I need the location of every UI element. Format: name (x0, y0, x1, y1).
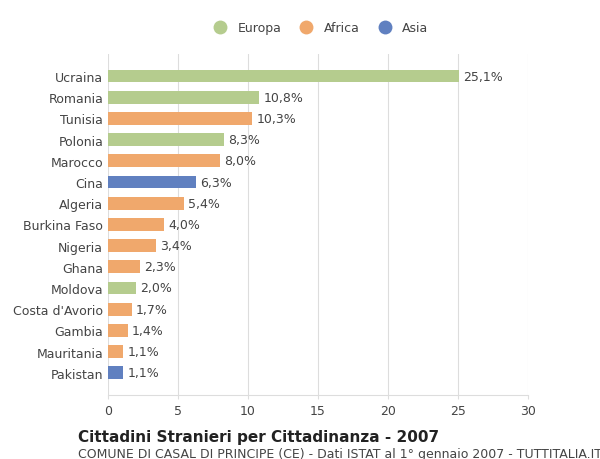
Bar (108, 197, 184, 210)
Text: 2,3%: 2,3% (145, 261, 176, 274)
Bar (108, 176, 196, 189)
Legend: Europa, Africa, Asia: Europa, Africa, Asia (202, 17, 433, 40)
Bar (108, 71, 460, 83)
Bar (108, 113, 252, 125)
Text: 1,1%: 1,1% (128, 345, 160, 358)
Bar (108, 92, 259, 104)
Text: 10,8%: 10,8% (263, 91, 303, 105)
Text: 8,3%: 8,3% (229, 134, 260, 147)
Text: 2,0%: 2,0% (140, 282, 172, 295)
Text: Cittadini Stranieri per Cittadinanza - 2007: Cittadini Stranieri per Cittadinanza - 2… (78, 429, 439, 444)
Bar (108, 134, 224, 147)
Bar (108, 367, 124, 379)
Text: 6,3%: 6,3% (200, 176, 232, 189)
Text: 3,4%: 3,4% (160, 240, 191, 252)
Text: 10,3%: 10,3% (256, 112, 296, 126)
Text: 1,7%: 1,7% (136, 303, 168, 316)
Text: 1,4%: 1,4% (132, 324, 164, 337)
Bar (108, 346, 124, 358)
Bar (108, 218, 164, 231)
Bar (108, 240, 155, 252)
Text: 5,4%: 5,4% (188, 197, 220, 210)
Text: 25,1%: 25,1% (464, 70, 503, 84)
Bar (108, 155, 220, 168)
Text: 1,1%: 1,1% (128, 366, 160, 380)
Bar (108, 261, 140, 274)
Text: 4,0%: 4,0% (168, 218, 200, 231)
Bar (108, 303, 132, 316)
Bar (108, 282, 136, 295)
Text: COMUNE DI CASAL DI PRINCIPE (CE) - Dati ISTAT al 1° gennaio 2007 - TUTTITALIA.IT: COMUNE DI CASAL DI PRINCIPE (CE) - Dati … (78, 447, 600, 459)
Bar (108, 325, 128, 337)
Text: 8,0%: 8,0% (224, 155, 256, 168)
